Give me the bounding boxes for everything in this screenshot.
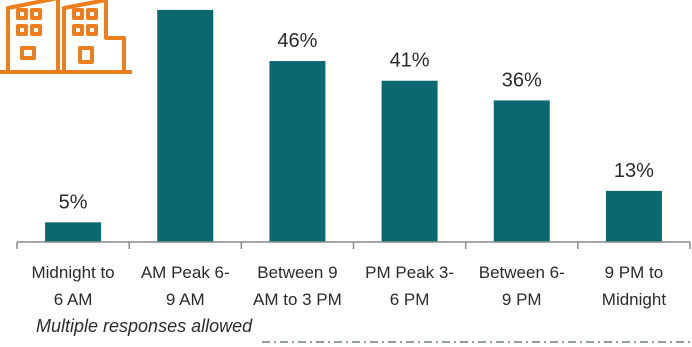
bar-4: [381, 80, 438, 242]
value-label-4: 41%: [390, 50, 430, 72]
bar-2: [157, 9, 214, 242]
category-label-4: PM Peak 3-6 PM: [365, 263, 454, 309]
bar-6: [605, 190, 662, 242]
category-label-1: Midnight to 6 AM: [31, 263, 114, 309]
value-label-5: 36%: [502, 69, 542, 91]
bar-5: [493, 100, 550, 243]
category-label-2: AM Peak 6-9 AM: [141, 263, 230, 309]
category-label-6: 9 PM to Midnight: [602, 263, 667, 309]
value-label-1: 5%: [59, 191, 88, 213]
category-label-3: Between 9 AM to 3 PM: [253, 263, 342, 309]
value-label-6: 13%: [614, 160, 654, 182]
bar-3: [269, 61, 326, 242]
category-label-5: Between 6-9 PM: [479, 263, 565, 309]
city-buildings-icon: [0, 0, 132, 74]
bar-1: [45, 222, 102, 242]
value-label-3: 46%: [277, 30, 317, 52]
chart-note: Multiple responses allowed: [36, 316, 253, 336]
